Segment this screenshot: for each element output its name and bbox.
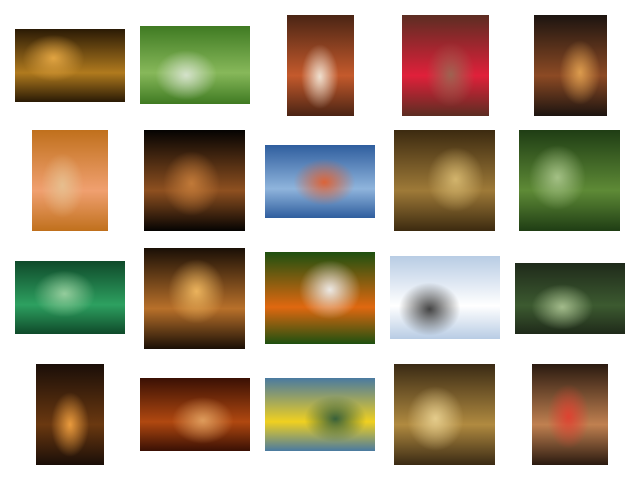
thumbnail-7[interactable]	[144, 130, 245, 231]
thumbnail-20[interactable]	[532, 364, 608, 465]
photo-subject	[559, 40, 601, 105]
photo-subject	[50, 392, 90, 457]
thumbnail-17[interactable]	[140, 378, 250, 451]
thumbnail-12[interactable]	[144, 248, 245, 349]
thumbnail-13[interactable]	[265, 252, 375, 344]
photo-subject	[426, 42, 476, 107]
thumbnail-2[interactable]	[140, 26, 250, 104]
photo-bird-green-bokeh	[15, 261, 125, 334]
photo-subject	[155, 50, 217, 101]
photo-subject	[293, 158, 356, 206]
thumbnail-5[interactable]	[534, 15, 607, 116]
photo-parrot-interior	[140, 378, 250, 451]
photo-cows-field	[394, 130, 495, 231]
thumbnail-10[interactable]	[519, 130, 620, 231]
photo-dog-resting-night	[15, 29, 125, 102]
photo-swan-boat-pond	[265, 378, 375, 451]
photo-surreal-collage	[532, 364, 608, 465]
photo-subject	[299, 260, 361, 320]
photo-rainy-alley-night	[144, 248, 245, 349]
photo-pink-sheep-building	[402, 15, 489, 116]
thumbnail-8[interactable]	[265, 145, 375, 218]
thumbnail-19[interactable]	[394, 364, 495, 465]
photo-subject	[171, 396, 234, 444]
thumbnail-4[interactable]	[402, 15, 489, 116]
thumbnail-15[interactable]	[515, 263, 625, 334]
photo-woman-in-hallway	[287, 15, 354, 116]
thumbnail-3[interactable]	[287, 15, 354, 116]
photo-girl-pink-tutu	[32, 130, 108, 231]
thumbnail-6[interactable]	[32, 130, 108, 231]
photo-subject	[304, 395, 367, 443]
photo-bird-snow-car	[390, 256, 500, 339]
photo-subject	[407, 386, 464, 451]
photo-subject	[301, 44, 339, 109]
photo-bird-on-branch	[515, 263, 625, 334]
photo-subject	[427, 147, 484, 212]
photo-subject	[163, 151, 220, 216]
photo-sunset-field	[36, 364, 104, 465]
photo-forest-pandas	[519, 130, 620, 231]
photo-subject	[33, 270, 96, 318]
photo-subject	[168, 259, 225, 324]
thumbnail-18[interactable]	[265, 378, 375, 451]
photo-subject	[22, 34, 85, 82]
photo-kites-sky	[265, 145, 375, 218]
photo-subject	[547, 384, 590, 449]
photo-subject	[398, 282, 461, 336]
photo-sheep-trees-dusk	[394, 364, 495, 465]
thumbnail-16[interactable]	[36, 364, 104, 465]
photo-boy-at-window	[144, 130, 245, 231]
thumbnail-14[interactable]	[390, 256, 500, 339]
thumbnail-1[interactable]	[15, 29, 125, 102]
photo-subject	[41, 153, 84, 218]
photo-subject	[529, 145, 586, 210]
photo-toy-swan-flowers	[265, 252, 375, 344]
thumbnail-9[interactable]	[394, 130, 495, 231]
photo-woman-red-dress-room	[534, 15, 607, 116]
thumbnail-11[interactable]	[15, 261, 125, 334]
photo-dog-on-lawn	[140, 26, 250, 104]
photo-subject	[531, 284, 594, 330]
